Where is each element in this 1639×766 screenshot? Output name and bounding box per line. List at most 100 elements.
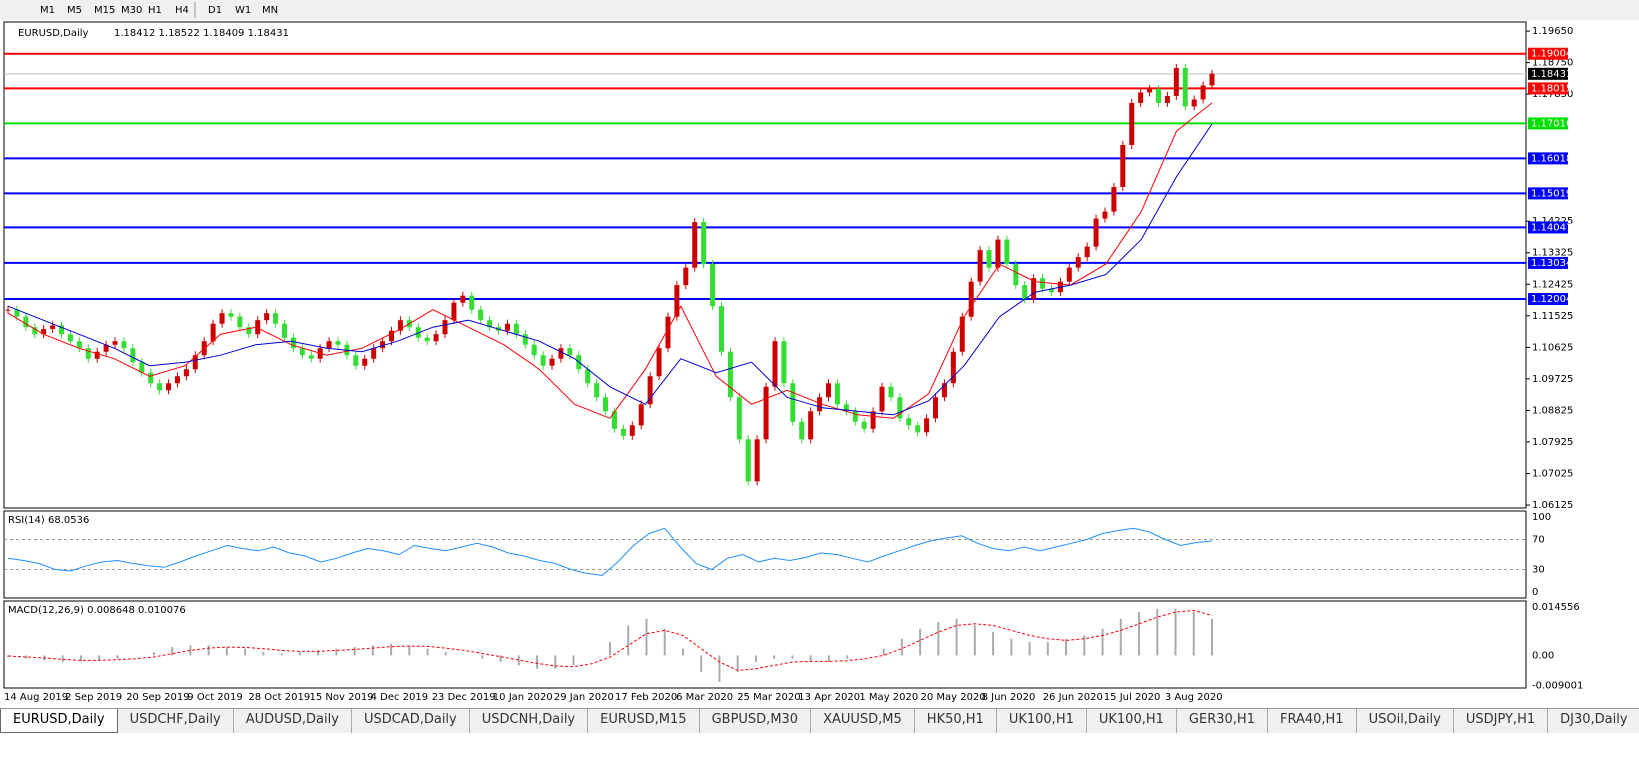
timeframe-button[interactable]: M1 — [40, 5, 55, 16]
rsi-tick-label: 30 — [1532, 565, 1545, 576]
rsi-tick-label: 100 — [1532, 512, 1551, 523]
candle-body — [1075, 257, 1081, 268]
rsi-tick-label: 70 — [1532, 535, 1545, 546]
level-label: 1.12004 — [1531, 294, 1572, 305]
toolbar — [0, 0, 1639, 20]
price-label: 1.07025 — [1532, 468, 1573, 479]
candle-body — [192, 355, 198, 370]
chart-tab[interactable]: EURUSD,M15 — [588, 709, 700, 733]
candle-body — [32, 327, 38, 335]
candle-body — [174, 376, 180, 384]
ohlc-values: 1.18412 1.18522 1.18409 1.18431 — [114, 28, 289, 39]
candle-body — [790, 383, 796, 422]
chart-tab[interactable]: USDCHF,Daily — [118, 709, 234, 733]
candle-body — [308, 355, 314, 359]
candle-body — [826, 383, 832, 398]
candle-body — [638, 404, 644, 426]
chart-tab[interactable]: USDCAD,Daily — [352, 709, 470, 733]
level-label-bg — [1528, 293, 1568, 306]
candle-body — [540, 355, 546, 366]
chart-tab[interactable]: GBPUSD,M30 — [700, 709, 812, 733]
candle-body — [665, 316, 671, 349]
chart-tab[interactable]: XAUUSD,M5 — [811, 709, 915, 733]
timeframe-button[interactable]: M30 — [121, 5, 142, 16]
chart-tab[interactable]: AUDUSD,Daily — [234, 709, 352, 733]
level-label: 1.17016 — [1531, 118, 1572, 129]
candle-body — [736, 397, 742, 440]
chart-tab[interactable]: HK50,H1 — [915, 709, 997, 733]
chart-tab[interactable]: USOil,Daily — [1357, 709, 1454, 733]
candle-body — [968, 281, 974, 317]
price-label: 1.07925 — [1532, 437, 1573, 448]
candle-body — [718, 306, 724, 352]
chart-tab[interactable]: UK100,H1 — [997, 709, 1087, 733]
level-label-bg — [1528, 47, 1568, 60]
date-label: 8 Jun 2020 — [982, 692, 1036, 703]
candle-body — [549, 358, 555, 366]
timeframe-button[interactable]: W1 — [235, 5, 251, 16]
date-label: 20 May 2020 — [921, 692, 986, 703]
chart-tab[interactable]: USDJPY,H1 — [1454, 709, 1549, 733]
date-label: 15 Nov 2019 — [310, 692, 374, 703]
candle-body — [727, 351, 733, 398]
level-label: 1.14047 — [1531, 222, 1572, 233]
candle-body — [959, 316, 965, 352]
candle-body — [897, 397, 903, 419]
price-label: 1.12425 — [1532, 279, 1573, 290]
candle-body — [103, 344, 109, 352]
date-label: 9 Oct 2019 — [187, 692, 242, 703]
candle-body — [701, 222, 707, 265]
candle-body — [442, 320, 448, 335]
date-label: 20 Sep 2019 — [126, 692, 189, 703]
candle-body — [977, 250, 983, 282]
candle-body — [594, 383, 600, 398]
candle-body — [85, 348, 91, 359]
chart-tab[interactable]: FRA40,H1 — [1268, 709, 1357, 733]
candle-body — [415, 327, 421, 338]
date-label: 1 May 2020 — [859, 692, 918, 703]
candle-body — [41, 328, 47, 335]
timeframe-button[interactable]: M5 — [67, 5, 82, 16]
timeframe-button[interactable]: MN — [262, 5, 278, 16]
candle-body — [148, 372, 154, 384]
candle-body — [531, 344, 537, 356]
chart-tab[interactable]: DJ30,Daily — [1548, 709, 1639, 733]
price-label: 1.08825 — [1532, 405, 1573, 416]
date-label: 13 Apr 2020 — [798, 692, 860, 703]
candle-body — [281, 323, 287, 338]
terminal: EURUSD,Daily 1.18412 1.18522 1.18409 1.1… — [0, 0, 1639, 703]
candle-body — [478, 309, 484, 321]
rsi-tick-label: 0 — [1532, 587, 1538, 598]
timeframe-button[interactable]: M15 — [94, 5, 115, 16]
timeframe-button[interactable]: H4 — [175, 5, 189, 16]
level-label-bg — [1528, 117, 1568, 130]
candle-body — [772, 341, 778, 387]
candle-body — [906, 418, 912, 426]
candle-body — [335, 341, 341, 345]
candle-body — [950, 351, 956, 384]
chart-tab[interactable]: UK100,H1 — [1087, 709, 1177, 733]
timeframe-button[interactable]: H1 — [148, 5, 162, 16]
date-label: 15 Jul 2020 — [1104, 692, 1161, 703]
candle-body — [460, 295, 466, 303]
candle-body — [817, 397, 823, 412]
timeframe-button[interactable]: D1 — [208, 5, 222, 16]
level-label-bg — [1528, 152, 1568, 165]
chart-tab[interactable]: USDCNH,Daily — [470, 709, 589, 733]
level-label-bg — [1528, 221, 1568, 234]
candle-body — [130, 348, 136, 363]
candle-body — [915, 425, 921, 433]
candle-body — [995, 239, 1001, 268]
chart-tab[interactable]: GER30,H1 — [1177, 709, 1268, 733]
chart-tab[interactable]: EURUSD,Daily — [0, 709, 118, 733]
candle-body — [611, 411, 617, 429]
candle-body — [808, 411, 814, 440]
candle-body — [94, 351, 100, 359]
candle-body — [487, 320, 493, 328]
candle-body — [692, 222, 698, 268]
level-label: 1.19004 — [1531, 49, 1572, 60]
date-label: 17 Feb 2020 — [615, 692, 677, 703]
candle-body — [1191, 99, 1197, 107]
candle-body — [1155, 88, 1161, 103]
